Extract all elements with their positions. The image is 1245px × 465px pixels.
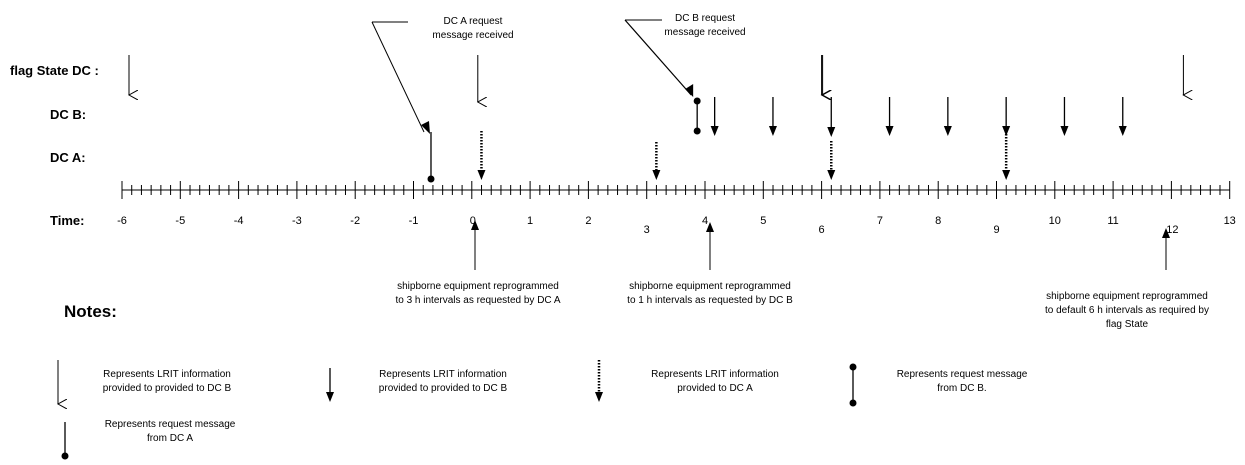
tick-label: -5	[175, 215, 185, 227]
legend-dotted-arrow-icon-head	[595, 392, 603, 402]
tick-label: 10	[1049, 215, 1061, 227]
legend-solid-arrow-icon-head	[326, 392, 334, 402]
reprogram-dc-b-arrow-head	[706, 222, 714, 232]
legend-open-arrow-text: Represents LRIT information provided to …	[102, 369, 232, 394]
dc-a-request-message-dot	[427, 175, 435, 183]
tick-label: -2	[350, 215, 360, 227]
dc-b-report-arrow-head	[1118, 126, 1127, 136]
dc-a-row	[427, 131, 1011, 183]
dc-b-report-arrow-head	[885, 126, 894, 136]
dc-b-callout-leader-diag	[624, 19, 692, 96]
tick-label: 5	[760, 215, 766, 227]
dc-b-row	[693, 97, 1127, 137]
tick-label: 0	[470, 215, 476, 227]
dc-b-request-dot-bottom	[693, 127, 701, 135]
tick-label: 12	[1166, 224, 1178, 236]
dc-a-callout-head	[420, 121, 430, 134]
tick-label: -1	[409, 215, 419, 227]
dc-b-report-arrow-head	[1060, 126, 1069, 136]
dc-b-request-callout: DC B request message received	[664, 13, 746, 38]
legend-dumbbell-dot-bottom	[849, 399, 857, 407]
dc-b-label: DC B:	[50, 107, 87, 122]
flag-state-label: flag State DC :	[10, 63, 99, 78]
dc-a-callout-leader-diag	[371, 21, 425, 133]
tick-label: 9	[993, 224, 999, 236]
tick-label: 13	[1224, 215, 1236, 227]
tick-label: 3	[644, 224, 650, 236]
dc-a-report-arrow-head	[477, 170, 486, 180]
legend-dotted-arrow-text: Represents LRIT information provided to …	[651, 369, 779, 394]
legend-symbols	[58, 360, 857, 460]
reprogram-flag-arrow-head	[1162, 228, 1170, 238]
dc-b-report-arrow-head	[827, 127, 836, 137]
tick-label: -3	[292, 215, 302, 227]
reprogram-dc-a-arrow-head	[471, 220, 479, 230]
dc-a-report-arrow-head	[827, 170, 836, 180]
dc-b-report-arrow-head	[768, 126, 777, 136]
tick-label: 6	[819, 224, 825, 236]
notes-heading: Notes:	[64, 302, 117, 321]
legend-solid-arrow-text: Represents LRIT information provided to …	[378, 369, 508, 394]
tick-label: 1	[527, 215, 533, 227]
legend-dumbbell-text: Represents request message from DC B.	[896, 369, 1028, 394]
dc-a-report-arrow-head	[1002, 170, 1011, 180]
tick-label: 11	[1107, 215, 1118, 227]
flag-state-row	[129, 55, 1183, 102]
dc-a-request-callout: DC A request message received	[432, 16, 514, 41]
dc-b-report-arrow-head	[710, 126, 719, 136]
reprogram-dc-b-callout: shipborne equipment reprogrammed to 1 h …	[627, 281, 793, 306]
dc-a-label: DC A:	[50, 150, 86, 165]
tick-label: -4	[234, 215, 244, 227]
tick-label: -6	[117, 215, 127, 227]
reprogram-dc-a-callout: shipborne equipment reprogrammed to 3 h …	[395, 281, 561, 306]
legend-lollipop-text: Represents request message from DC A	[104, 419, 236, 444]
tick-label: 7	[877, 215, 883, 227]
dc-a-report-arrow-head	[652, 170, 661, 180]
time-axis	[121, 181, 1231, 199]
time-label: Time:	[50, 213, 85, 228]
dc-b-report-arrow-head	[943, 126, 952, 136]
tick-label: 8	[935, 215, 941, 227]
reprogram-flag-callout: shipborne equipment reprogrammed to defa…	[1045, 291, 1209, 330]
callout-lines	[371, 19, 1170, 270]
tick-label: 4	[702, 215, 708, 227]
tick-label: 2	[585, 215, 591, 227]
dc-b-callout-head	[685, 84, 694, 97]
legend-lollipop-dot	[61, 452, 69, 460]
